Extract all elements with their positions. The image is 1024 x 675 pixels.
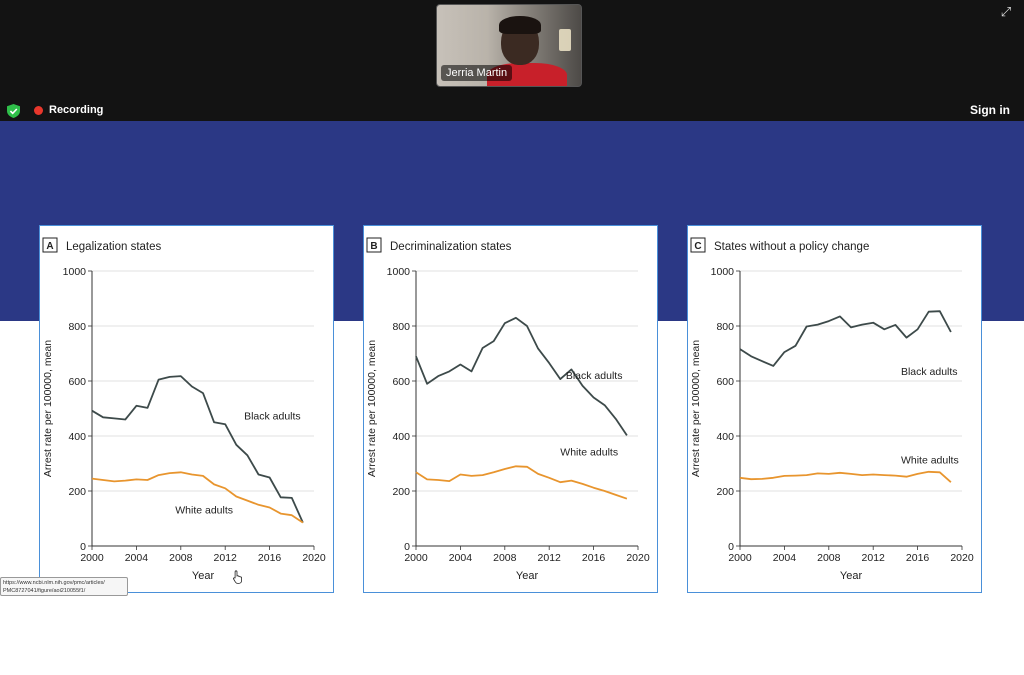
panel-letter-box [366, 237, 382, 253]
y-tick-label: 0 [404, 541, 410, 553]
participant-hair [499, 16, 541, 34]
y-tick-label: 1000 [711, 266, 735, 278]
x-tick-label: 2008 [817, 552, 841, 564]
chart-title: Decriminalization states [390, 241, 512, 253]
link-status-tooltip: https://www.ncbi.nlm.nih.gov/pmc/article… [0, 577, 128, 596]
series-line-black-adults [415, 316, 628, 436]
series-line-white-adults [415, 465, 628, 500]
participant-video-tile[interactable]: Jerria Martin [436, 4, 582, 87]
y-tick-label: 800 [716, 321, 734, 333]
chart-panel-c: C States without a policy change 0 200 400 60… [687, 225, 982, 593]
y-tick-label: 1000 [63, 266, 87, 278]
x-tick-label: 2016 [906, 552, 930, 564]
x-tick-label: 2000 [404, 552, 428, 564]
series-annotation: Black adults [901, 366, 958, 378]
series-line-white-adults [739, 470, 952, 483]
x-axis-label: Year [192, 570, 215, 582]
x-tick-label: 2016 [582, 552, 606, 564]
y-tick-label: 400 [716, 431, 734, 443]
x-tick-label: 2008 [169, 552, 193, 564]
sign-in-button[interactable]: Sign in [970, 103, 1010, 117]
series-line-black-adults [739, 310, 952, 367]
series-annotation: White adults [560, 446, 618, 458]
x-axis-label: Year [840, 570, 863, 582]
chart-panel-a: A Legalization states 0 200 400 600 800 1000 200… [39, 225, 334, 593]
panel-letter: A [46, 241, 53, 252]
series-annotation: White adults [175, 505, 233, 517]
series-annotation: White adults [901, 455, 959, 467]
y-tick-label: 200 [68, 486, 86, 498]
y-tick-label: 400 [392, 431, 410, 443]
x-tick-label: 2020 [950, 552, 974, 564]
y-axis-label: Arrest rate per 100000, mean [42, 340, 54, 477]
y-tick-label: 600 [68, 376, 86, 388]
series-line-white-adults [91, 471, 304, 524]
x-tick-label: 2012 [214, 552, 238, 564]
hand-cursor-icon [233, 570, 242, 584]
panel-letter: B [370, 241, 377, 252]
series-annotation: Black adults [244, 411, 301, 423]
y-tick-label: 800 [68, 321, 86, 333]
chart-c: C States without a policy change 0 200 400 60… [690, 237, 974, 582]
y-axis-label: Arrest rate per 100000, mean [366, 340, 378, 477]
y-tick-label: 600 [392, 376, 410, 388]
meeting-toolbar: Jerria Martin ⤢ Recording Sign in [0, 0, 1024, 121]
y-tick-label: 0 [80, 541, 86, 553]
y-tick-label: 200 [716, 486, 734, 498]
y-axis-label: Arrest rate per 100000, mean [690, 340, 702, 477]
status-url-line-2: PMC8727041/figure/aoi210055f1/ [3, 588, 86, 594]
x-tick-label: 2012 [538, 552, 562, 564]
record-dot-icon [34, 105, 43, 115]
x-tick-label: 2016 [258, 552, 282, 564]
chart-a: A Legalization states 0 200 400 600 800 1000 200… [42, 237, 326, 582]
y-tick-label: 1000 [387, 266, 411, 278]
x-tick-label: 2020 [626, 552, 650, 564]
x-tick-label: 2008 [493, 552, 517, 564]
x-tick-label: 2020 [302, 552, 326, 564]
y-tick-label: 0 [728, 541, 734, 553]
x-axis-label: Year [516, 570, 539, 582]
series-annotation: Black adults [566, 370, 623, 382]
y-tick-label: 600 [716, 376, 734, 388]
y-tick-label: 400 [68, 431, 86, 443]
panel-letter-box [42, 237, 58, 253]
chart-panel-b: B Decriminalization states 0 200 400 600 800 10… [363, 225, 658, 593]
expand-icon[interactable]: ⤢ [1000, 4, 1012, 19]
recording-label: Recording [49, 104, 104, 116]
recording-indicator[interactable]: Recording [34, 104, 103, 116]
x-tick-label: 2004 [125, 552, 149, 564]
x-tick-label: 2000 [80, 552, 104, 564]
series-line-black-adults [91, 375, 304, 523]
x-tick-label: 2004 [773, 552, 797, 564]
panel-letter: C [694, 241, 701, 252]
participant-name: Jerria Martin [441, 65, 513, 81]
y-tick-label: 200 [392, 486, 410, 498]
x-tick-label: 2004 [449, 552, 473, 564]
chart-b: B Decriminalization states 0 200 400 600 800 10… [366, 237, 650, 582]
background-lamp [559, 29, 571, 51]
shield-check-icon[interactable] [7, 104, 20, 118]
chart-title: States without a policy change [714, 241, 869, 253]
chart-title: Legalization states [66, 241, 162, 253]
panel-letter-box [690, 237, 706, 253]
status-url-line-1: https://www.ncbi.nlm.nih.gov/pmc/article… [3, 580, 105, 586]
y-tick-label: 800 [392, 321, 410, 333]
x-tick-label: 2012 [862, 552, 886, 564]
x-tick-label: 2000 [728, 552, 752, 564]
